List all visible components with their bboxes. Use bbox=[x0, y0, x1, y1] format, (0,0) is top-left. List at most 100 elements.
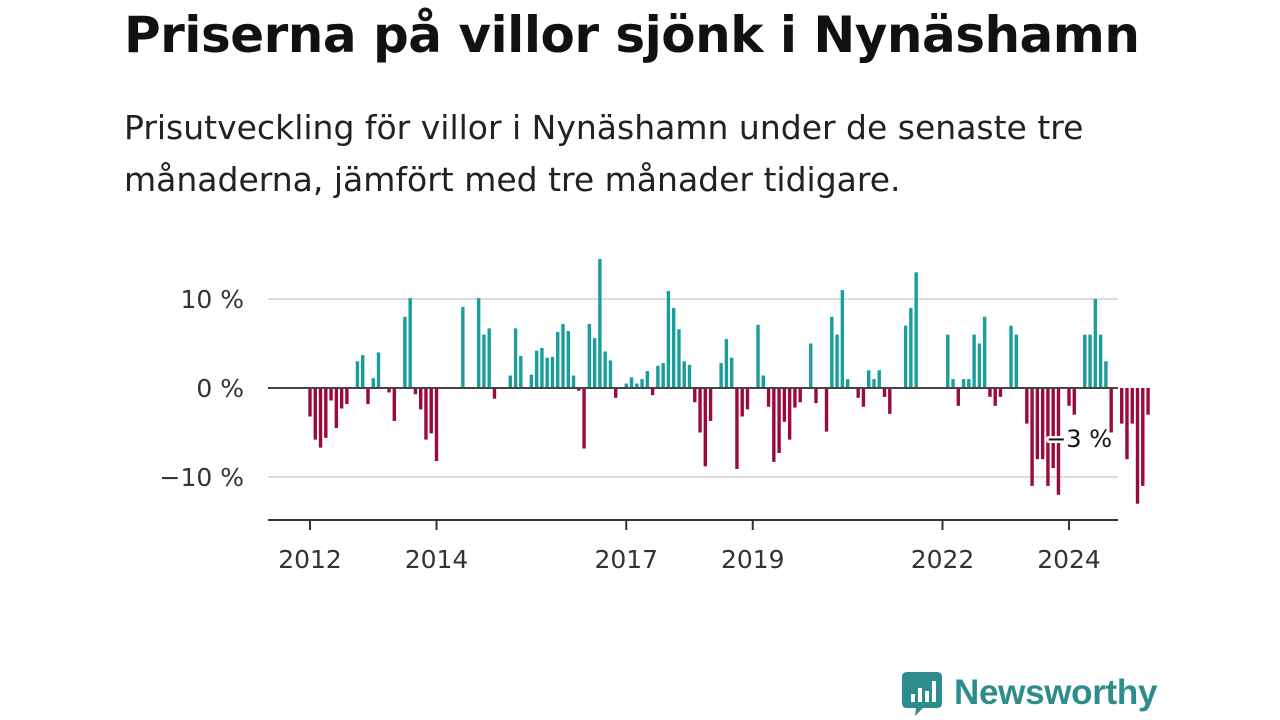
bar bbox=[1141, 388, 1145, 486]
bar-chart-icon bbox=[902, 672, 942, 716]
bar bbox=[793, 388, 797, 408]
y-tick-label: −10 % bbox=[160, 463, 244, 492]
bar bbox=[482, 334, 486, 388]
bar bbox=[624, 383, 628, 388]
bar bbox=[666, 290, 671, 388]
bar bbox=[946, 334, 950, 388]
bar bbox=[972, 334, 976, 388]
bar bbox=[487, 328, 491, 388]
brand-name: Newsworthy bbox=[954, 673, 1158, 712]
bar bbox=[882, 388, 887, 397]
bar bbox=[1030, 388, 1034, 486]
bar bbox=[677, 329, 681, 388]
bar bbox=[392, 388, 397, 421]
bar bbox=[534, 350, 539, 388]
bar bbox=[777, 388, 781, 453]
bar bbox=[961, 379, 966, 388]
bar bbox=[1035, 388, 1040, 460]
bar bbox=[308, 388, 312, 417]
bar bbox=[361, 355, 365, 388]
bar bbox=[387, 388, 391, 393]
bar bbox=[761, 375, 765, 388]
bar bbox=[1120, 388, 1124, 424]
labels: 10 % 0 % −10 % 2012 2014 2017 2019 2022 2024 −3 % bbox=[160, 285, 1115, 574]
bar bbox=[1146, 388, 1150, 415]
bar bbox=[967, 379, 971, 388]
bar bbox=[1104, 361, 1108, 388]
bar bbox=[329, 388, 333, 401]
bar bbox=[719, 363, 723, 388]
axes bbox=[268, 387, 1118, 530]
bar bbox=[1098, 334, 1103, 388]
bar bbox=[1125, 388, 1129, 460]
bar bbox=[745, 388, 750, 410]
bar bbox=[1093, 299, 1098, 388]
bar bbox=[476, 298, 481, 388]
y-tick-label: 0 % bbox=[196, 374, 244, 403]
bar bbox=[408, 298, 412, 388]
bar bbox=[798, 388, 802, 403]
bar bbox=[545, 357, 549, 388]
bar bbox=[1014, 334, 1018, 388]
bar bbox=[772, 388, 776, 462]
bar bbox=[1135, 388, 1140, 504]
bar bbox=[867, 370, 871, 388]
bar bbox=[513, 328, 518, 388]
bar bbox=[556, 331, 560, 388]
bar bbox=[888, 388, 892, 414]
x-tick-label: 2024 bbox=[1037, 545, 1101, 574]
bar bbox=[656, 365, 660, 388]
bar bbox=[951, 379, 955, 388]
bars bbox=[308, 258, 1150, 504]
bar bbox=[735, 388, 739, 469]
bar bbox=[566, 331, 570, 388]
bar bbox=[650, 388, 655, 396]
chart-subtitle: Prisutveckling för villor i Nynäshamn un… bbox=[124, 108, 1084, 199]
bar bbox=[645, 371, 650, 388]
bar bbox=[671, 307, 676, 388]
bar bbox=[729, 357, 734, 388]
bar bbox=[824, 388, 829, 432]
bar bbox=[661, 363, 665, 388]
y-tick-label: 10 % bbox=[180, 285, 244, 314]
bar bbox=[1088, 334, 1092, 388]
bar bbox=[814, 388, 818, 404]
latest-value-label: −3 % bbox=[1046, 425, 1112, 453]
bar bbox=[376, 352, 381, 388]
bar bbox=[724, 339, 729, 388]
bar bbox=[529, 374, 534, 388]
x-tick-label: 2014 bbox=[405, 545, 469, 574]
bar bbox=[830, 316, 834, 388]
bar bbox=[334, 388, 339, 429]
bar bbox=[809, 343, 813, 388]
bar bbox=[687, 364, 692, 388]
bar bbox=[682, 361, 686, 388]
bar bbox=[993, 388, 997, 406]
bar bbox=[1067, 388, 1071, 406]
bar bbox=[324, 388, 328, 438]
bar bbox=[877, 370, 881, 388]
bar bbox=[424, 388, 428, 440]
bar bbox=[614, 388, 618, 398]
bar bbox=[345, 388, 349, 405]
bar bbox=[693, 388, 697, 403]
bar bbox=[418, 388, 423, 410]
bar bbox=[635, 383, 639, 388]
bar bbox=[1051, 388, 1055, 469]
bar bbox=[413, 388, 418, 395]
bar bbox=[1072, 388, 1076, 415]
bar bbox=[835, 334, 839, 388]
bar bbox=[339, 388, 344, 409]
bar bbox=[1009, 325, 1013, 388]
bar bbox=[571, 375, 576, 388]
bar bbox=[708, 388, 713, 421]
bar bbox=[903, 325, 908, 388]
bar bbox=[461, 307, 465, 388]
bar bbox=[698, 388, 702, 433]
bar bbox=[1130, 388, 1134, 424]
bar bbox=[856, 388, 860, 398]
bar bbox=[629, 377, 634, 388]
bar bbox=[1083, 334, 1087, 388]
bar bbox=[561, 323, 565, 388]
bar bbox=[371, 378, 375, 388]
